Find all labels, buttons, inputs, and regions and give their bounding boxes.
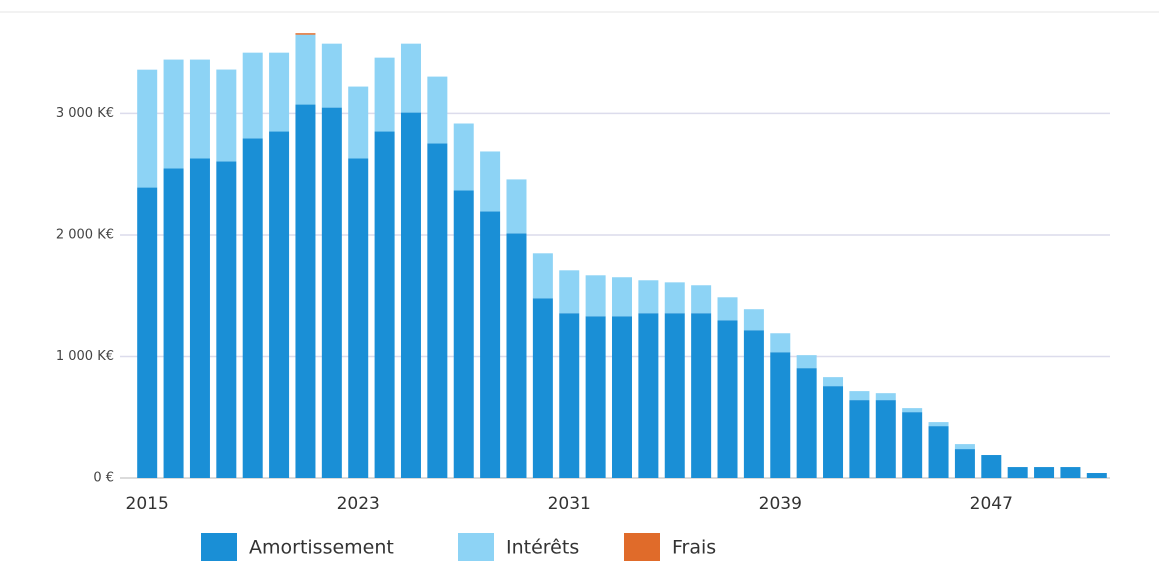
bar-segment (585, 275, 606, 317)
bar-segment (743, 309, 764, 331)
bar-segment (638, 280, 659, 314)
bar-segment (216, 69, 237, 162)
bar-segment (137, 69, 158, 188)
bar-segment (480, 211, 501, 479)
bar-segment (717, 297, 738, 321)
bar-segment (849, 400, 870, 478)
bar-segment (321, 43, 342, 108)
bar-segment (981, 455, 1002, 478)
bar-segment (295, 104, 316, 478)
bar-segment (532, 253, 553, 299)
bar-segment (928, 426, 949, 478)
bar-segment (902, 408, 923, 413)
bar-segment (585, 316, 606, 478)
x-tick-label: 2023 (337, 494, 380, 514)
bar-segment (480, 151, 501, 212)
bar-segment (137, 187, 158, 478)
y-tick-label: 1 000 K€ (56, 349, 114, 364)
bar-segment (1034, 467, 1055, 478)
y-tick-label: 0 € (93, 471, 114, 486)
x-tick-label: 2031 (548, 494, 591, 514)
bar-segment (691, 285, 712, 314)
bar-segment (348, 86, 369, 159)
bar-segment (163, 168, 184, 478)
bar-segment (321, 107, 342, 478)
bar-segment (242, 138, 263, 479)
bar-segment (400, 43, 421, 113)
bar-segment (269, 52, 290, 132)
bar-segment (532, 298, 553, 478)
bar-segment (770, 352, 791, 478)
bar-segment (559, 313, 580, 478)
bar-segment (374, 131, 395, 478)
bar-segment (189, 59, 210, 159)
bar-segment (348, 158, 369, 478)
bar-segment (823, 377, 844, 387)
bar-segment (269, 131, 290, 478)
bar-segment (1060, 467, 1081, 478)
bar-segment (453, 123, 474, 191)
bar-segment (954, 449, 975, 478)
bar-segment (1086, 473, 1107, 478)
bar-segment (954, 444, 975, 450)
bar-segment (612, 316, 632, 478)
bar-segment (928, 422, 949, 427)
bar-segment (374, 57, 395, 132)
bar-segment (189, 158, 210, 478)
bar-segment (770, 333, 791, 353)
y-tick-label: 2 000 K€ (56, 227, 114, 242)
bar-segment (796, 368, 817, 478)
bar-segment (400, 112, 421, 479)
legend-swatch (458, 533, 494, 561)
bar-segment (638, 313, 659, 478)
legend-swatch (624, 533, 660, 561)
bar-segment (717, 320, 738, 478)
bar-segment (664, 282, 685, 314)
bar-segment (163, 59, 184, 169)
x-tick-label: 2039 (759, 494, 802, 514)
bar-segment (242, 52, 263, 139)
bar-segment (823, 386, 844, 478)
bar-segment (664, 313, 685, 478)
bar-segment (216, 161, 237, 479)
legend-label: Intérêts (506, 537, 579, 559)
bar-segment (427, 76, 448, 144)
bar-segment (559, 270, 580, 314)
bar-segment (427, 143, 448, 478)
bar-segment (875, 393, 896, 401)
bar-segment (902, 412, 923, 478)
bar-segment (453, 190, 474, 478)
bar-segment (295, 33, 316, 35)
legend-label: Amortissement (249, 537, 394, 559)
bar-segment (506, 233, 527, 478)
bar-segment (875, 400, 896, 478)
x-tick-label: 2015 (126, 494, 169, 514)
bar-segment (849, 391, 870, 401)
bar-segment (796, 355, 817, 369)
bar-segment (612, 277, 632, 317)
bar-segment (1007, 467, 1028, 478)
legend-label: Frais (672, 537, 716, 559)
x-tick-label: 2047 (970, 494, 1013, 514)
bar-segment (691, 313, 712, 478)
legend-swatch (201, 533, 237, 561)
bar-segment (295, 34, 316, 105)
y-tick-label: 3 000 K€ (56, 106, 114, 121)
bar-segment (506, 179, 527, 234)
bar-segment (743, 330, 764, 478)
